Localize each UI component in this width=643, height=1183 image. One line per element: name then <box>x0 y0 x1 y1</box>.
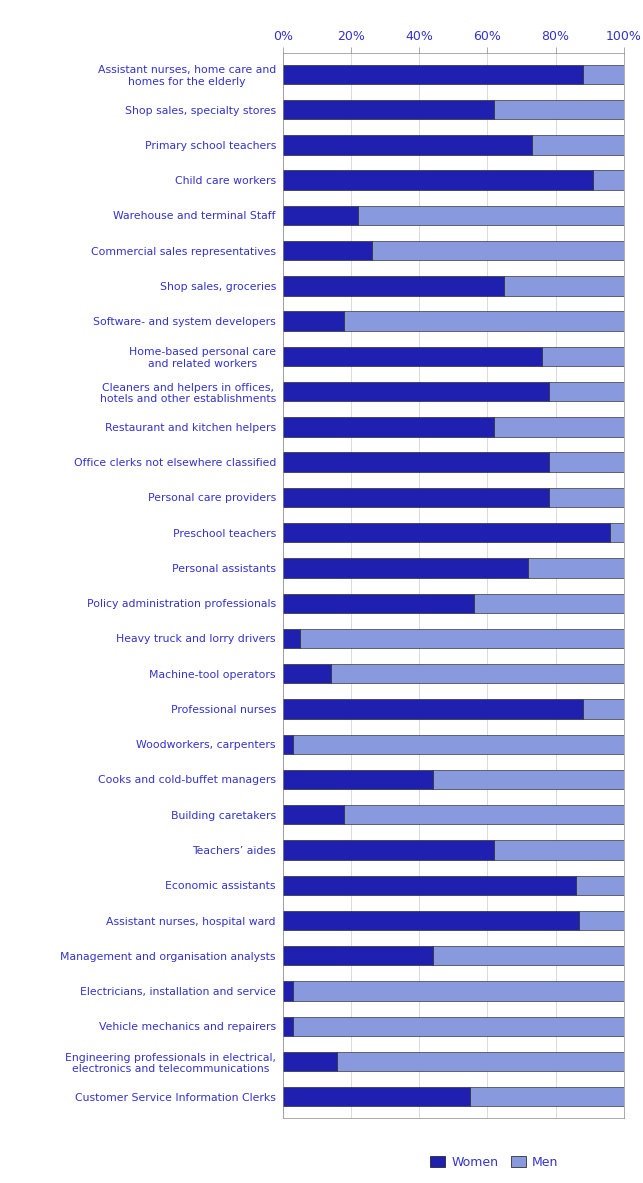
Bar <box>610 523 624 542</box>
Bar <box>283 99 494 119</box>
Bar <box>583 699 624 719</box>
Bar <box>494 99 624 119</box>
Bar <box>331 664 624 684</box>
Bar <box>583 65 624 84</box>
Bar <box>494 840 624 860</box>
Bar <box>300 629 624 648</box>
Bar <box>283 418 494 437</box>
Bar <box>471 1087 624 1106</box>
Bar <box>372 241 624 260</box>
Bar <box>532 135 624 155</box>
Bar <box>283 1087 471 1106</box>
Bar <box>283 840 494 860</box>
Bar <box>283 347 542 366</box>
Bar <box>283 523 610 542</box>
Bar <box>283 135 532 155</box>
Bar <box>548 382 624 401</box>
Bar <box>474 594 624 613</box>
Bar <box>283 487 548 508</box>
Bar <box>433 946 624 965</box>
Bar <box>283 206 358 225</box>
Bar <box>344 806 624 825</box>
Bar <box>579 911 624 930</box>
Bar <box>358 206 624 225</box>
Bar <box>283 911 579 930</box>
Bar <box>293 735 624 754</box>
Bar <box>593 170 624 189</box>
Bar <box>283 311 344 331</box>
Legend: Women, Men: Women, Men <box>425 1151 563 1174</box>
Bar <box>576 875 624 896</box>
Bar <box>283 875 576 896</box>
Bar <box>283 629 300 648</box>
Bar <box>338 1052 624 1072</box>
Bar <box>283 241 372 260</box>
Bar <box>283 1052 338 1072</box>
Bar <box>433 770 624 789</box>
Bar <box>283 594 474 613</box>
Bar <box>529 558 624 577</box>
Bar <box>283 452 548 472</box>
Bar <box>283 65 583 84</box>
Bar <box>283 806 344 825</box>
Bar <box>293 982 624 1001</box>
Bar <box>283 982 293 1001</box>
Bar <box>283 558 529 577</box>
Bar <box>494 418 624 437</box>
Bar <box>548 452 624 472</box>
Bar <box>283 382 548 401</box>
Bar <box>542 347 624 366</box>
Bar <box>283 1016 293 1036</box>
Bar <box>548 487 624 508</box>
Bar <box>344 311 624 331</box>
Bar <box>283 735 293 754</box>
Bar <box>283 170 593 189</box>
Bar <box>505 276 624 296</box>
Bar <box>283 699 583 719</box>
Bar <box>283 946 433 965</box>
Bar <box>283 664 331 684</box>
Bar <box>283 276 505 296</box>
Bar <box>293 1016 624 1036</box>
Bar <box>283 770 433 789</box>
